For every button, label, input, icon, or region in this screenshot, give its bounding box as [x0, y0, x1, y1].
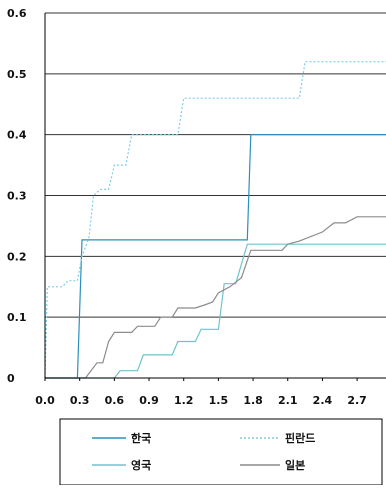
y-tick-label: 0.6 — [7, 7, 27, 20]
legend-label: 한국 — [131, 431, 151, 445]
y-tick-label: 0.5 — [7, 68, 27, 81]
y-tick-labels: 0 0.1 0.2 0.3 0.4 0.5 0.6 — [7, 7, 27, 385]
legend-label: 일본 — [285, 458, 305, 472]
axes — [44, 13, 386, 379]
x-tick-label: 0.6 — [105, 394, 125, 407]
x-tick-label: 2.4 — [313, 394, 333, 407]
legend-label: 핀란드 — [285, 431, 315, 445]
y-tick-label: 0.4 — [7, 129, 27, 142]
x-tick-label: 2.7 — [347, 394, 367, 407]
x-tick-label: 2.1 — [278, 394, 298, 407]
legend-label: 영국 — [131, 459, 151, 472]
series-line-1 — [44, 61, 386, 379]
x-tick-label: 1.8 — [243, 394, 263, 407]
y-tick-label: 0.3 — [7, 190, 27, 203]
gridlines — [45, 12, 386, 318]
y-tick-label: 0.2 — [7, 250, 27, 263]
legend-box — [59, 418, 383, 486]
x-tick-label: 0.9 — [139, 394, 159, 407]
series-lines — [44, 61, 386, 379]
x-tick-label: 1.5 — [209, 394, 229, 407]
x-tick-label: 1.2 — [174, 394, 194, 407]
y-tick-label: 0.1 — [7, 311, 27, 324]
y-tick-label: 0 — [7, 372, 15, 385]
x-tick-label: 0.0 — [35, 394, 55, 407]
series-line-2 — [45, 243, 386, 379]
x-tick-label: 0.3 — [70, 394, 90, 407]
series-line-3 — [45, 216, 386, 379]
x-tick-labels: 0.0 0.3 0.6 0.9 1.2 1.5 1.8 2.1 2.4 2.7 — [35, 378, 367, 407]
